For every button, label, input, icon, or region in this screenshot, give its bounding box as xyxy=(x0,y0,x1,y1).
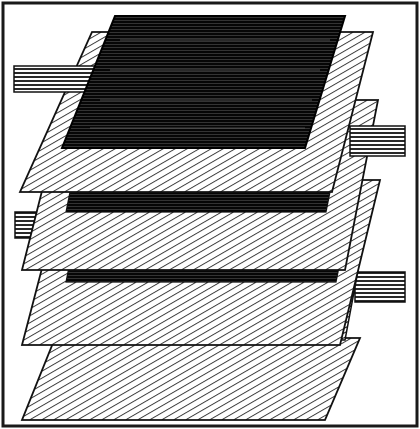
plate-top-highlights xyxy=(90,39,330,129)
plate-bottom xyxy=(20,337,362,421)
tab-right-upper xyxy=(349,125,406,157)
tab-right-lower xyxy=(354,271,406,303)
tab-left-upper xyxy=(13,65,96,93)
strip-second xyxy=(65,191,331,213)
plate-top-dark xyxy=(60,15,347,149)
